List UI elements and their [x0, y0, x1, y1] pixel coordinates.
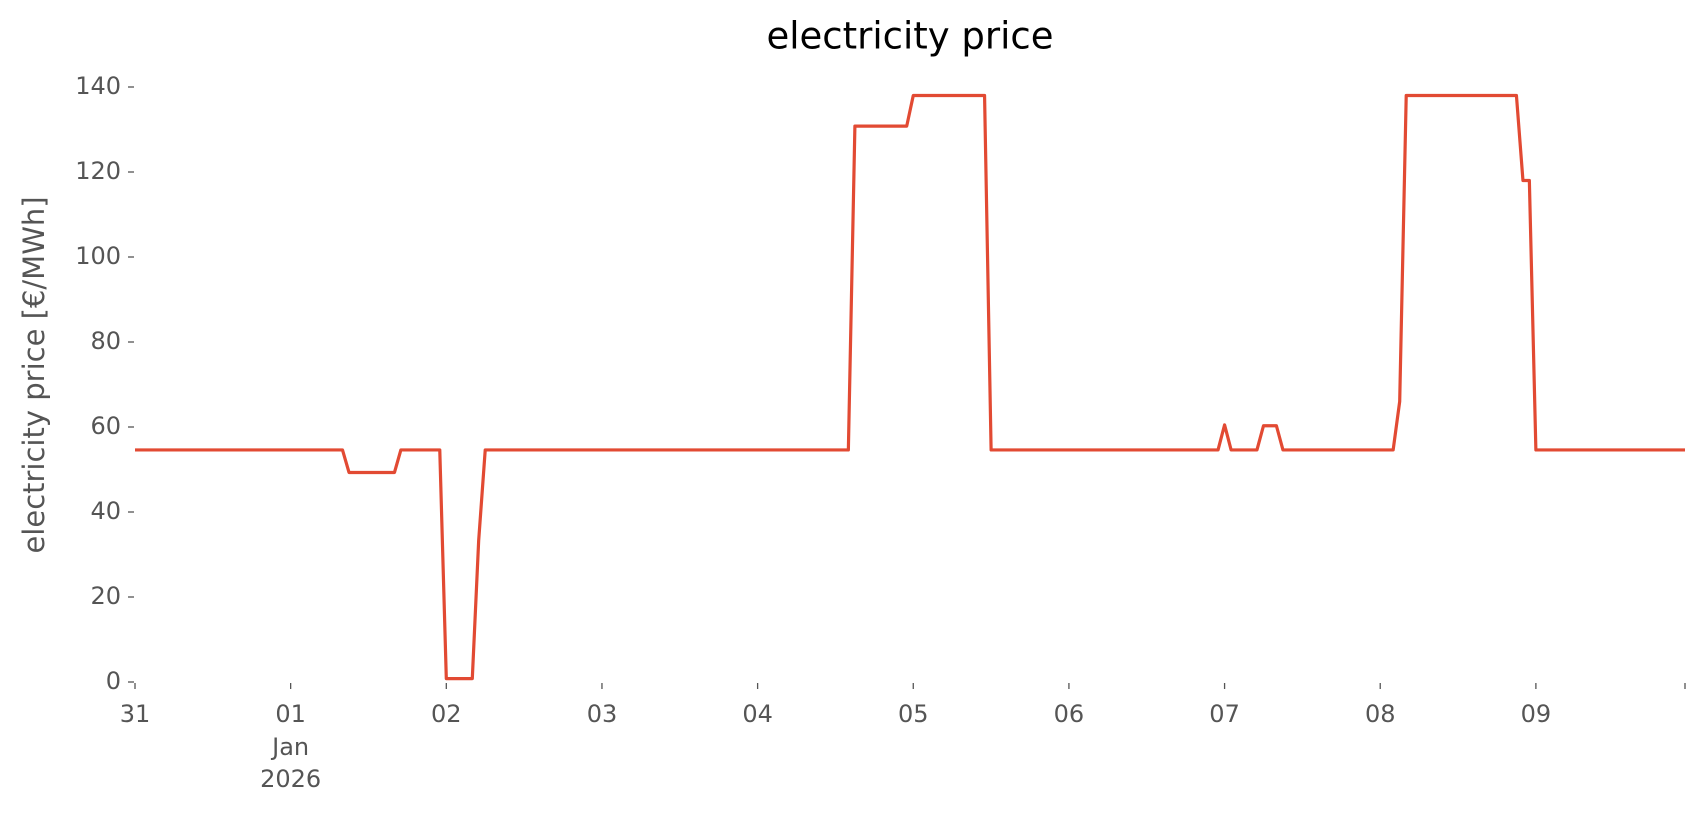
y-tick-label: 80: [90, 327, 121, 355]
y-tick-label: 140: [75, 72, 121, 100]
x-tick-label: 06: [1054, 700, 1085, 728]
x-tick-label: 01: [275, 700, 306, 728]
x-tick-label: 02: [431, 700, 462, 728]
y-axis-label: electricity price [€/MWh]: [17, 196, 51, 553]
price-line: [135, 93, 1685, 681]
y-tick-label: 100: [75, 242, 121, 270]
y-tick-label: 120: [75, 157, 121, 185]
x-tick-label: 04: [742, 700, 773, 728]
x-tick-sublabel: 2026: [260, 765, 321, 793]
x-tick-label: 07: [1209, 700, 1240, 728]
y-tick-label: 60: [90, 412, 121, 440]
x-tick-label: 03: [587, 700, 618, 728]
x-tick-label: 05: [898, 700, 929, 728]
x-tick-label: 08: [1365, 700, 1396, 728]
y-tick-label: 40: [90, 497, 121, 525]
y-tick-label: 20: [90, 582, 121, 610]
y-tick-label: 0: [106, 667, 121, 695]
x-tick-sublabel: Jan: [270, 733, 309, 761]
x-tick-label: 09: [1521, 700, 1552, 728]
x-tick-label: 31: [120, 700, 151, 728]
chart-title: electricity price: [766, 15, 1053, 58]
